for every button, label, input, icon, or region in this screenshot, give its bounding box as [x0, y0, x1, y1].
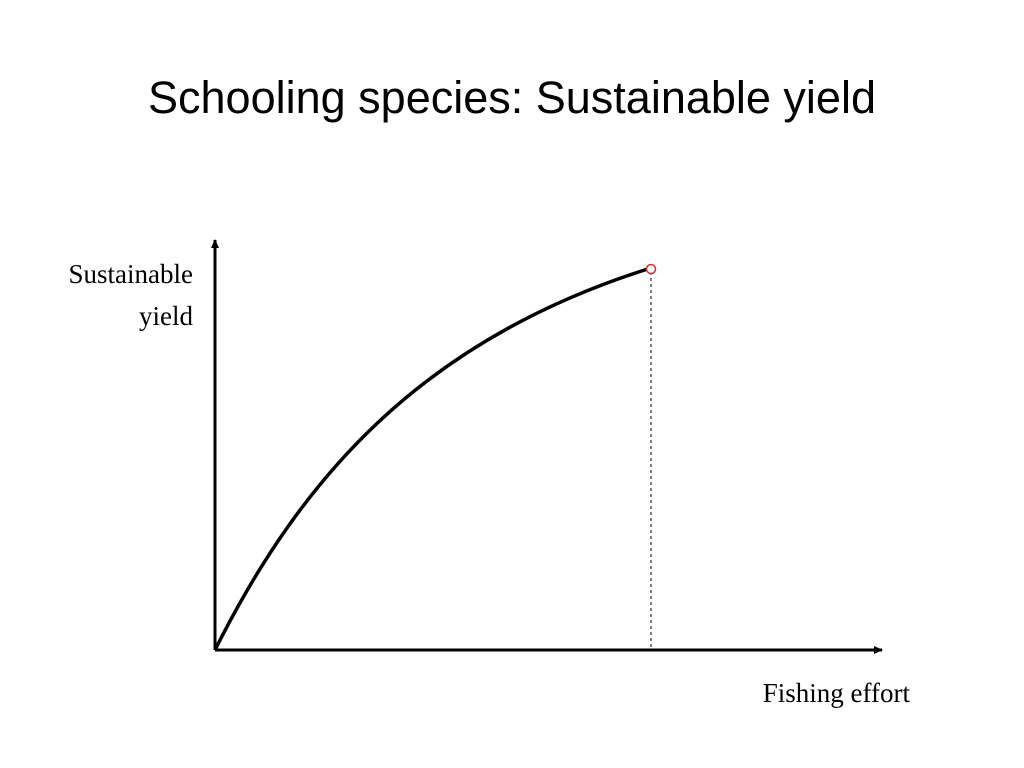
yield-curve [213, 266, 652, 651]
end-point [645, 263, 657, 275]
y-axis-label: Sustainable [69, 259, 193, 289]
x-axis-label: Fishing effort [763, 678, 911, 708]
y-axis-label: yield [139, 301, 193, 331]
slide-title: Schooling species: Sustainable yield [148, 72, 876, 123]
